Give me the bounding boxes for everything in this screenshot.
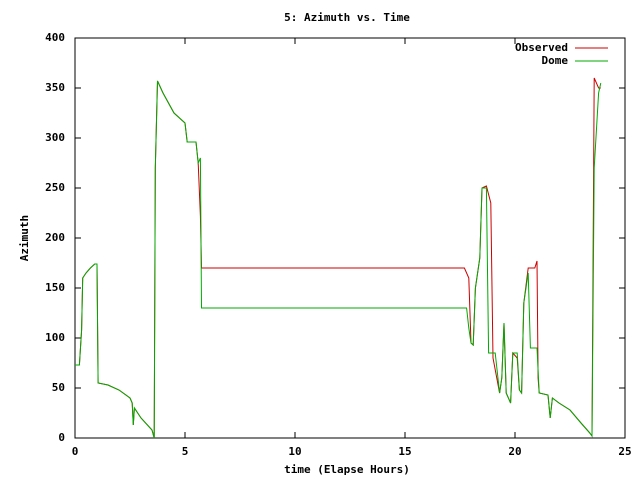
y-tick-label: 400	[45, 31, 65, 44]
x-tick-label: 10	[288, 445, 301, 458]
y-tick-label: 300	[45, 131, 65, 144]
y-tick-label: 0	[58, 431, 65, 444]
y-tick-label: 350	[45, 81, 65, 94]
x-tick-label: 15	[398, 445, 411, 458]
x-axis-label: time (Elapse Hours)	[284, 463, 410, 476]
x-tick-label: 5	[182, 445, 189, 458]
x-tick-label: 25	[618, 445, 631, 458]
y-tick-label: 200	[45, 231, 65, 244]
y-tick-label: 50	[52, 381, 65, 394]
y-tick-label: 150	[45, 281, 65, 294]
legend-label: Dome	[542, 54, 569, 67]
y-tick-label: 100	[45, 331, 65, 344]
x-tick-label: 20	[508, 445, 521, 458]
y-axis-label: Azimuth	[18, 215, 31, 261]
series-line	[75, 80, 602, 439]
y-tick-label: 250	[45, 181, 65, 194]
legend-label: Observed	[515, 41, 568, 54]
chart-title: 5: Azimuth vs. Time	[284, 11, 410, 24]
x-tick-label: 0	[72, 445, 79, 458]
